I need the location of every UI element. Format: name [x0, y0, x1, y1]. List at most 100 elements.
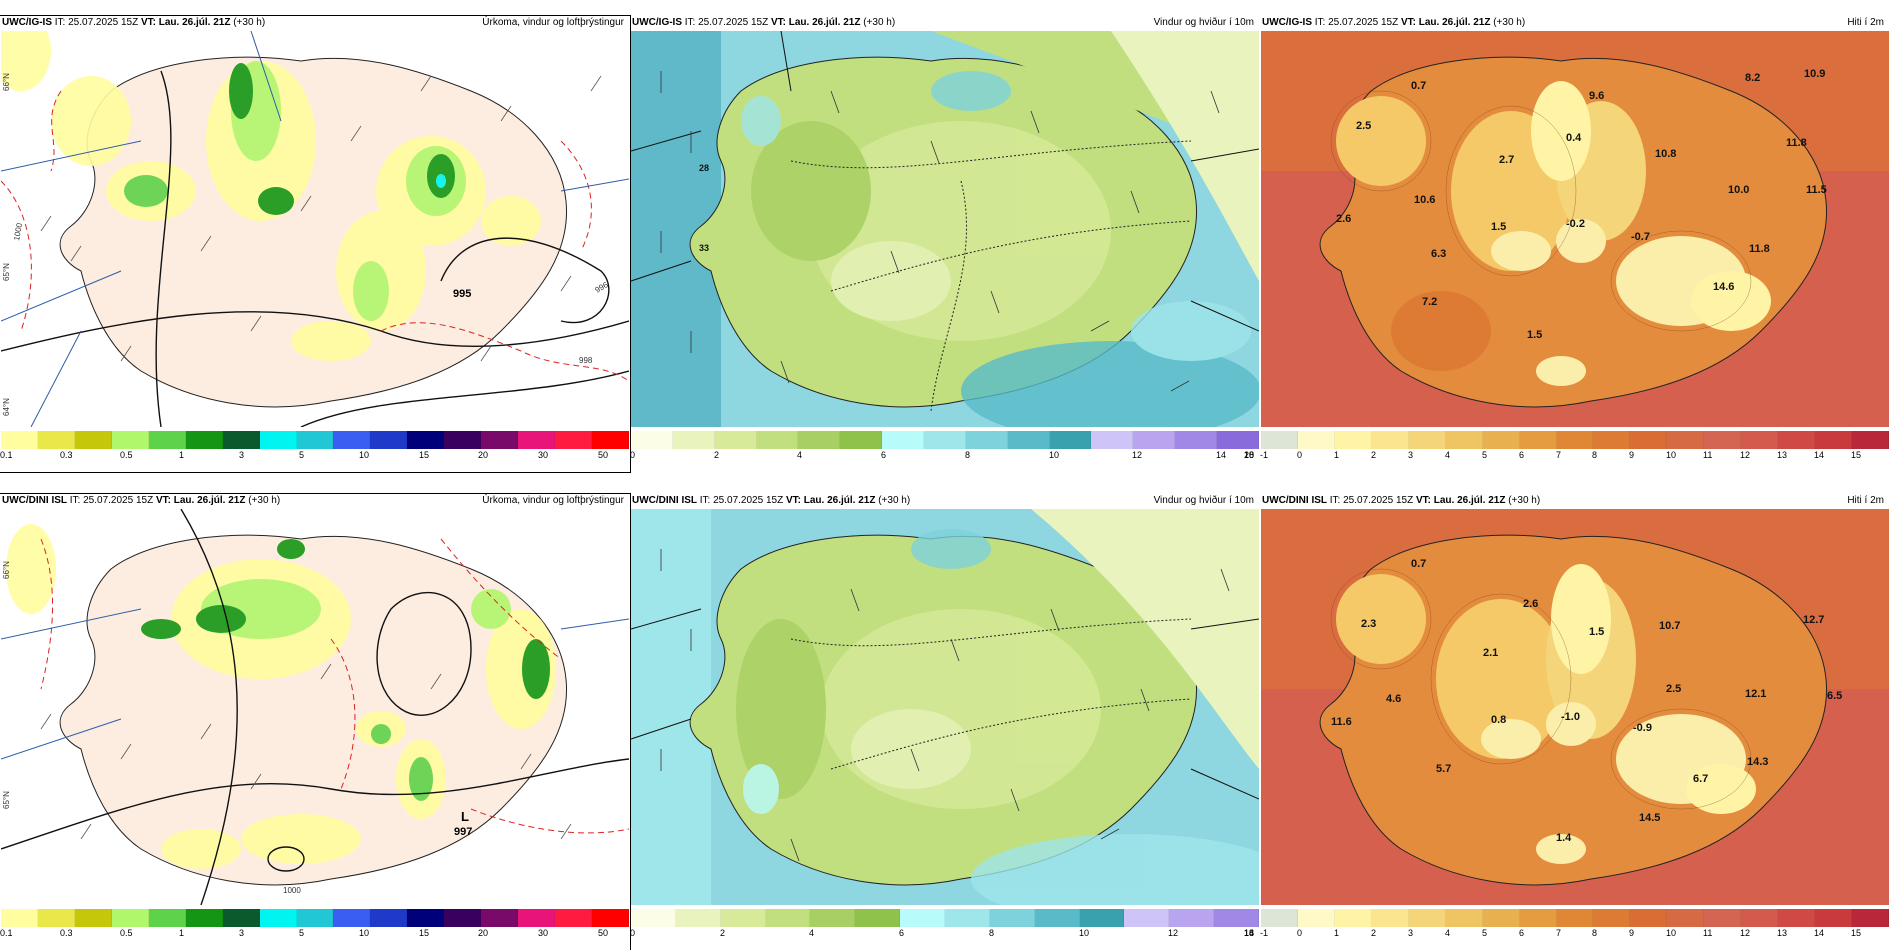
legend-tick-label: 2: [1371, 928, 1377, 938]
legend-swatch: [1133, 431, 1176, 449]
legend-swatch: [444, 909, 482, 927]
temp-value: 1.5: [1589, 626, 1604, 638]
wind-legend-ticks: 0 2 4 6 8 10 12 14 16 18: [630, 928, 1259, 940]
temperature-legend-ticks: -1 0 1 2 3 4 5 6 7 8 9 10 11 12 13 14 15: [1260, 928, 1889, 940]
legend-swatch: [148, 909, 186, 927]
legend-tick-label: 15: [419, 928, 430, 938]
temp-value: 2.3: [1361, 618, 1376, 630]
legend-swatch: [1741, 431, 1779, 449]
temp-value: 0.7: [1411, 558, 1426, 570]
temp-value: 2.6: [1336, 213, 1351, 225]
wind-legend: [631, 431, 1259, 449]
legend-swatch: [1704, 909, 1742, 927]
legend-swatch: [1297, 431, 1335, 449]
legend-tick-label: 0.5: [120, 450, 133, 460]
legend-swatch: [1482, 909, 1520, 927]
panel-header: UWC/IG-IS IT: 25.07.2025 15Z VT: Lau. 26…: [632, 16, 1256, 30]
temperature-map[interactable]: 0.7 2.6 12.7 2.3 1.5 10.7 2.1 12.1 6.5 4…: [1261, 509, 1889, 905]
temp-value: -0.9: [1633, 722, 1652, 734]
legend-swatch: [1815, 909, 1852, 927]
legend-swatch: [74, 909, 112, 927]
model-name: UWC/IG-IS: [632, 17, 682, 28]
legend-swatch: [1778, 909, 1816, 927]
temp-value: -1.0: [1561, 711, 1580, 723]
temp-value: 14.3: [1747, 756, 1768, 768]
legend-tick-label: 0: [630, 928, 636, 938]
legend-swatch: [1815, 431, 1852, 449]
legend-tick-label: 12: [1132, 450, 1143, 460]
legend-tick-label: 10: [1079, 928, 1090, 938]
temperature-map[interactable]: 0.7 9.6 8.2 10.9 2.5 0.4 11.8 2.7 10.8 1…: [1261, 31, 1889, 427]
init-time: IT: 25.07.2025 15Z: [699, 495, 784, 506]
valid-time: VT: Lau. 26.júl. 21Z: [1400, 17, 1491, 28]
forecast-offset: (+30 h): [233, 17, 266, 28]
legend-swatch: [1852, 431, 1889, 449]
precip-map[interactable]: 995 996 998 1000 66°N 65°N 64°N: [1, 31, 629, 427]
legend-swatch: [555, 909, 592, 927]
temp-value: 9.6: [1589, 90, 1604, 102]
legend-swatch: [37, 909, 75, 927]
legend-tick-label: -1: [1260, 928, 1269, 938]
forecast-offset: (+30 h): [1508, 495, 1541, 506]
legend-tick-label: 50: [598, 450, 609, 460]
legend-swatch: [518, 909, 556, 927]
precip-map[interactable]: L 997 1000 66°N 65°N: [1, 509, 629, 905]
temp-value: 1.4: [1556, 832, 1572, 844]
legend-swatch: [1556, 909, 1594, 927]
lat-label: 66°N: [2, 561, 11, 579]
graticule: [631, 608, 1259, 800]
legend-swatch: [37, 431, 75, 449]
isobars: [1, 509, 629, 905]
init-time: IT: 25.07.2025 15Z: [684, 17, 769, 28]
legend-swatch: [407, 909, 445, 927]
legend-swatch: [1852, 909, 1889, 927]
legend-tick-label: 5: [1482, 450, 1488, 460]
legend-swatch: [720, 909, 766, 927]
legend-tick-label: 30: [538, 928, 549, 938]
legend-swatch: [1408, 431, 1446, 449]
legend-tick-label: 2: [1371, 450, 1377, 460]
wind-map[interactable]: [631, 509, 1259, 905]
panel-header: UWC/IG-IS IT: 25.07.2025 15Z VT: Lau. 26…: [2, 16, 626, 30]
temperature-shading: [1336, 564, 1756, 864]
legend-swatch: [1049, 431, 1092, 449]
legend-swatch: [1519, 431, 1557, 449]
legend-swatch: [592, 909, 629, 927]
legend-tick-label: 1: [179, 450, 185, 460]
temp-value: 1.5: [1527, 329, 1542, 341]
gust-mark: 33: [699, 243, 709, 253]
model-name: UWC/DINI ISL: [1262, 495, 1327, 506]
legend-swatch: [333, 431, 371, 449]
temp-value: 6.7: [1693, 773, 1708, 785]
wind-barbs: [40, 75, 602, 362]
legend-tick-label: 0.3: [60, 928, 73, 938]
gust-mark: 28: [699, 163, 709, 173]
legend-tick-label: 6: [881, 450, 887, 460]
legend-tick-label: 5: [299, 928, 305, 938]
legend-swatch: [1217, 431, 1259, 449]
legend-swatch: [185, 909, 223, 927]
legend-swatch: [555, 431, 592, 449]
legend-swatch: [333, 909, 371, 927]
legend-swatch: [1079, 909, 1125, 927]
pressure-low-label: 995: [453, 288, 471, 300]
legend-tick-label: 2: [720, 928, 726, 938]
field-title: Hiti í 2m: [1847, 17, 1884, 28]
legend-swatch: [1593, 909, 1631, 927]
legend-swatch: [1297, 909, 1335, 927]
legend-tick-label: 10: [1666, 928, 1677, 938]
field-title: Úrkoma, vindur og loftþrýstingur: [482, 17, 624, 28]
temperature-contours: [1330, 90, 1752, 332]
legend-swatch: [672, 431, 715, 449]
legend-swatch: [481, 909, 519, 927]
wind-map[interactable]: 28 33: [631, 31, 1259, 427]
legend-tick-label: 8: [989, 928, 995, 938]
legend-tick-label: 1: [1334, 928, 1340, 938]
legend-swatch: [882, 431, 925, 449]
precip-legend-ticks: 0.1 0.3 0.5 1 3 5 10 15 20 30 50: [0, 450, 629, 462]
legend-tick-label: 0: [1297, 928, 1303, 938]
init-time: IT: 25.07.2025 15Z: [54, 17, 139, 28]
legend-tick-label: 15: [1851, 450, 1862, 460]
legend-swatch: [1334, 909, 1372, 927]
legend-tick-label: 3: [239, 928, 245, 938]
